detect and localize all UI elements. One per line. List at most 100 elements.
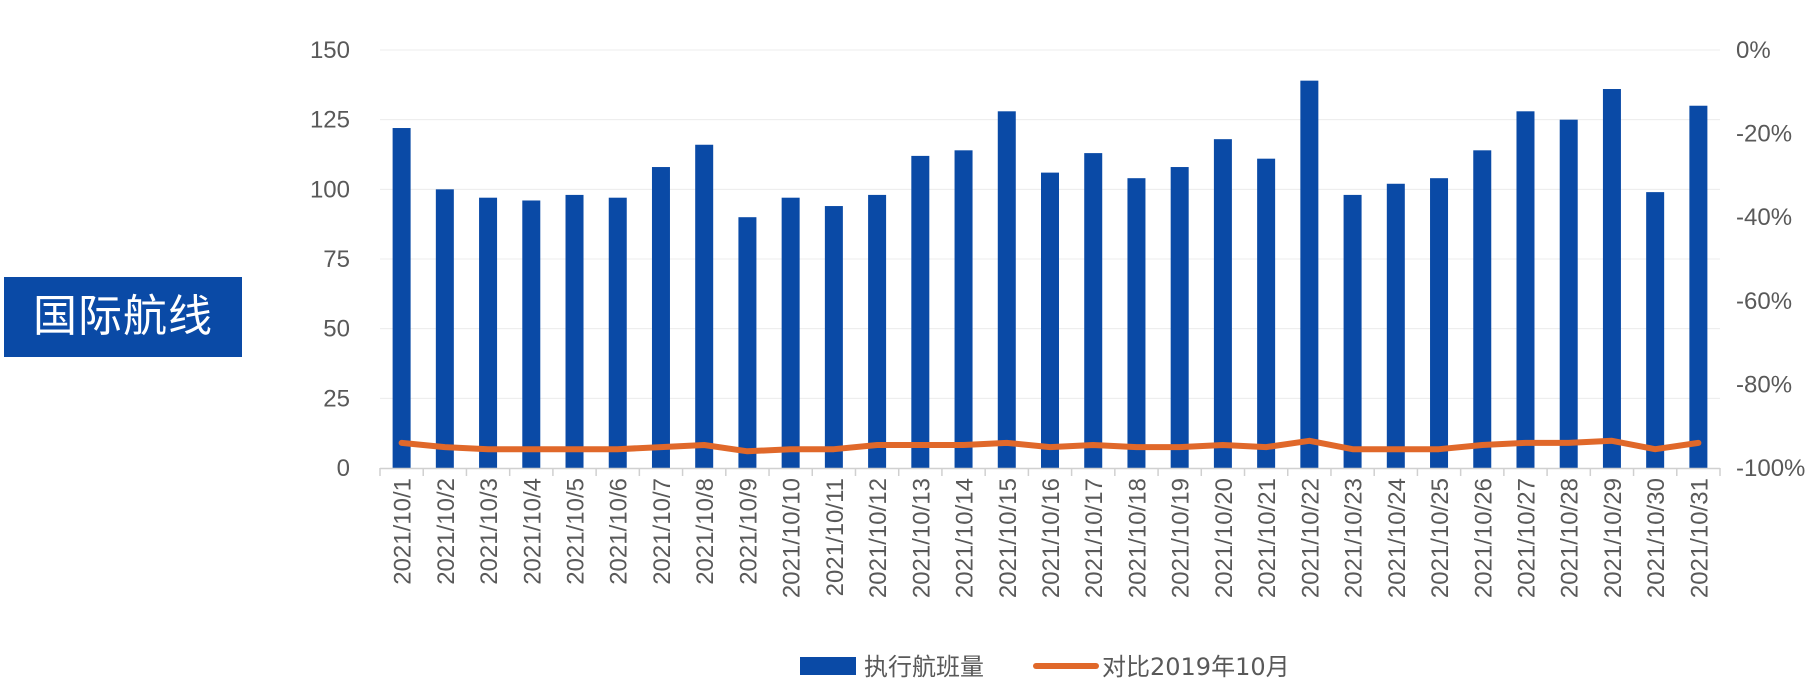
y-tick-label-right: -40% xyxy=(1736,204,1792,231)
x-tick-label: 2021/10/17 xyxy=(1081,478,1108,598)
x-tick-label: 2021/10/25 xyxy=(1427,478,1454,598)
x-tick-label: 2021/10/12 xyxy=(865,478,892,598)
bar-19 xyxy=(1170,167,1189,469)
line-point-29 xyxy=(1611,440,1613,442)
y-tick-label-left: 50 xyxy=(323,316,350,343)
bar-3 xyxy=(479,197,498,468)
x-tick-label: 2021/10/8 xyxy=(692,478,719,585)
bar-21 xyxy=(1257,158,1276,468)
x-tick-label: 2021/10/10 xyxy=(779,478,806,598)
legend: 执行航班量 对比2019年10月 xyxy=(800,653,1290,681)
axes-layer: 0 25 50 75 100 125 150 -100% -80% -60% -40% -20% 0% 2… xyxy=(310,37,1805,598)
bar-31 xyxy=(1689,105,1708,468)
bar-24 xyxy=(1386,183,1405,468)
bar-18 xyxy=(1127,178,1146,469)
x-tick-label: 2021/10/28 xyxy=(1557,478,1584,598)
x-tick-label: 2021/10/13 xyxy=(908,478,935,598)
x-tick-label: 2021/10/18 xyxy=(1124,478,1151,598)
bar-5 xyxy=(565,194,584,468)
x-tick-label: 2021/10/1 xyxy=(390,478,417,585)
line-point-12 xyxy=(876,444,878,446)
line-point-8 xyxy=(703,444,705,446)
line-point-24 xyxy=(1395,448,1397,450)
y-tick-label-right: -60% xyxy=(1736,288,1792,315)
line-point-18 xyxy=(1135,446,1137,448)
bar-30 xyxy=(1646,192,1665,468)
line-point-3 xyxy=(487,448,489,450)
line-point-30 xyxy=(1654,448,1656,450)
bar-25 xyxy=(1430,178,1449,469)
line-point-31 xyxy=(1697,442,1699,444)
bar-29 xyxy=(1602,89,1621,468)
line-point-10 xyxy=(790,448,792,450)
bar-20 xyxy=(1213,139,1232,468)
line-point-15 xyxy=(1006,442,1008,444)
y-tick-label-right: -80% xyxy=(1736,371,1792,398)
y-tick-label-left: 75 xyxy=(323,246,350,273)
x-tick-label: 2021/10/9 xyxy=(735,478,762,585)
line-point-22 xyxy=(1308,440,1310,442)
x-tick-label: 2021/10/2 xyxy=(433,478,460,585)
x-tick-label: 2021/10/19 xyxy=(1168,478,1195,598)
line-point-26 xyxy=(1481,444,1483,446)
y-tick-label-right: -20% xyxy=(1736,121,1792,148)
legend-swatch-bar xyxy=(800,657,856,675)
bar-15 xyxy=(997,111,1016,468)
bar-1 xyxy=(392,128,411,468)
bar-9 xyxy=(738,217,757,468)
x-tick-label: 2021/10/3 xyxy=(476,478,503,585)
x-tick-label: 2021/10/7 xyxy=(649,478,676,585)
line-point-4 xyxy=(530,448,532,450)
y-tick-label-left: 100 xyxy=(310,176,350,203)
bar-26 xyxy=(1473,150,1492,468)
bar-4 xyxy=(522,200,541,469)
x-tick-label: 2021/10/30 xyxy=(1643,478,1670,598)
bar-22 xyxy=(1300,80,1319,469)
bar-23 xyxy=(1343,194,1362,468)
line-point-23 xyxy=(1352,448,1354,450)
y-tick-label-right: -100% xyxy=(1736,455,1805,482)
badge-international-routes: 国际航线 xyxy=(4,277,242,357)
line-point-1 xyxy=(401,442,403,444)
bar-13 xyxy=(911,155,930,469)
bar-16 xyxy=(1041,172,1059,468)
x-tick-label: 2021/10/14 xyxy=(952,478,979,598)
x-tick-label: 2021/10/26 xyxy=(1470,478,1497,598)
line-point-16 xyxy=(1049,446,1051,448)
bar-7 xyxy=(651,167,670,469)
bar-10 xyxy=(781,197,800,468)
line-point-5 xyxy=(574,448,576,450)
x-tick-label: 2021/10/15 xyxy=(995,478,1022,598)
bars-layer xyxy=(392,80,1708,469)
line-point-27 xyxy=(1524,442,1526,444)
x-tick-label: 2021/10/16 xyxy=(1038,478,1065,598)
line-point-9 xyxy=(746,450,748,452)
bar-12 xyxy=(868,194,887,468)
line-point-28 xyxy=(1568,442,1570,444)
bar-8 xyxy=(695,144,714,468)
x-tick-label: 2021/10/27 xyxy=(1513,478,1540,598)
x-tick-label: 2021/10/21 xyxy=(1254,478,1281,598)
x-tick-label: 2021/10/24 xyxy=(1384,478,1411,598)
y-tick-label-left: 125 xyxy=(310,107,350,134)
line-point-14 xyxy=(963,444,965,446)
bar-17 xyxy=(1084,153,1103,468)
line-point-21 xyxy=(1265,446,1267,448)
y-tick-label-left: 25 xyxy=(323,385,350,412)
line-point-20 xyxy=(1222,444,1224,446)
line-point-25 xyxy=(1438,448,1440,450)
x-tick-label: 2021/10/4 xyxy=(519,478,546,585)
line-point-19 xyxy=(1179,446,1181,448)
bar-6 xyxy=(608,197,627,468)
y-tick-label-right: 0% xyxy=(1736,37,1771,64)
bar-11 xyxy=(824,206,843,468)
bar-27 xyxy=(1516,111,1535,468)
x-tick-label: 2021/10/11 xyxy=(822,478,849,596)
y-tick-label-left: 150 xyxy=(310,37,350,64)
x-tick-label: 2021/10/23 xyxy=(1341,478,1368,598)
line-point-17 xyxy=(1092,444,1094,446)
x-tick-label: 2021/10/22 xyxy=(1297,478,1324,598)
line-point-7 xyxy=(660,446,662,448)
x-tick-label: 2021/10/20 xyxy=(1211,478,1238,598)
